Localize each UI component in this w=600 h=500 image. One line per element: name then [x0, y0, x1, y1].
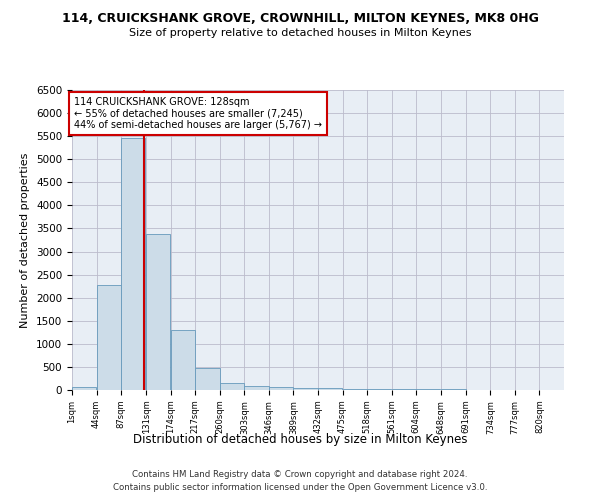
- Text: Distribution of detached houses by size in Milton Keynes: Distribution of detached houses by size …: [133, 432, 467, 446]
- Bar: [269, 388, 293, 390]
- Bar: [293, 388, 318, 390]
- Text: 114, CRUICKSHANK GROVE, CROWNHILL, MILTON KEYNES, MK8 0HG: 114, CRUICKSHANK GROVE, CROWNHILL, MILTO…: [62, 12, 538, 26]
- Bar: [244, 386, 269, 390]
- Bar: [146, 234, 170, 390]
- Bar: [392, 389, 416, 390]
- Text: Contains public sector information licensed under the Open Government Licence v3: Contains public sector information licen…: [113, 482, 487, 492]
- Bar: [72, 386, 96, 390]
- Bar: [220, 382, 244, 390]
- Text: 114 CRUICKSHANK GROVE: 128sqm
← 55% of detached houses are smaller (7,245)
44% o: 114 CRUICKSHANK GROVE: 128sqm ← 55% of d…: [74, 97, 322, 130]
- Bar: [318, 388, 342, 390]
- Bar: [195, 368, 220, 390]
- Bar: [171, 330, 195, 390]
- Bar: [343, 388, 367, 390]
- Bar: [367, 389, 391, 390]
- Bar: [121, 138, 145, 390]
- Y-axis label: Number of detached properties: Number of detached properties: [20, 152, 31, 328]
- Text: Size of property relative to detached houses in Milton Keynes: Size of property relative to detached ho…: [129, 28, 471, 38]
- Text: Contains HM Land Registry data © Crown copyright and database right 2024.: Contains HM Land Registry data © Crown c…: [132, 470, 468, 479]
- Bar: [97, 285, 121, 390]
